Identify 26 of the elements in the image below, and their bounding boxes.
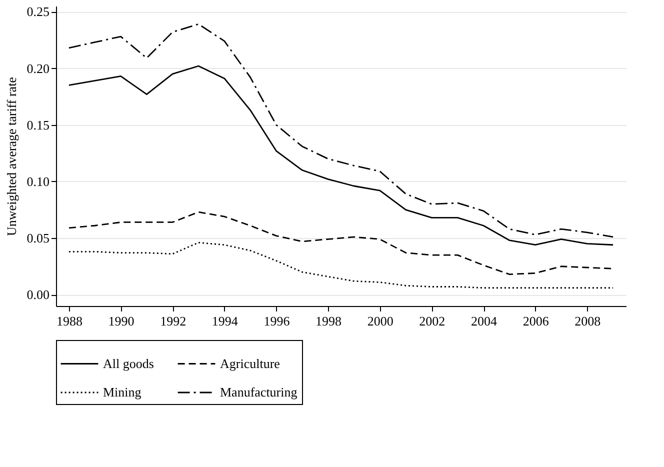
x-tick-label: 2004: [471, 314, 498, 328]
x-tick-label: 1994: [212, 314, 238, 328]
line-series: [68, 65, 614, 246]
x-tick-label: 1992: [160, 314, 186, 328]
x-tick-label: 1990: [108, 314, 134, 328]
x-tick-label: 2008: [574, 314, 601, 328]
x-tick-label: 2000: [367, 314, 394, 328]
y-axis-title: Unweighted average tariff rate: [4, 76, 19, 236]
y-tick-label: 0.20: [26, 60, 50, 76]
legend-label: Agriculture: [220, 356, 280, 371]
line-series: [68, 211, 614, 275]
legend-label: Manufacturing: [220, 384, 298, 400]
x-tick-label: 1998: [316, 314, 342, 328]
x-tick-label: 2006: [522, 314, 550, 328]
line-series: [68, 23, 614, 238]
y-tick-label: 0.05: [26, 230, 50, 246]
legend-label: All goods: [103, 356, 154, 371]
y-tick-label: 0.00: [26, 287, 50, 302]
x-tick-label: 2002: [419, 314, 446, 328]
y-tick-label: 0.25: [26, 4, 50, 20]
x-tick-label: 1988: [56, 314, 82, 328]
y-tick-label: 0.15: [26, 117, 50, 132]
y-tick-label: 0.10: [26, 174, 50, 189]
x-tick-label: 1996: [264, 314, 290, 328]
line-series: [68, 242, 614, 289]
legend-label: Mining: [103, 384, 142, 400]
